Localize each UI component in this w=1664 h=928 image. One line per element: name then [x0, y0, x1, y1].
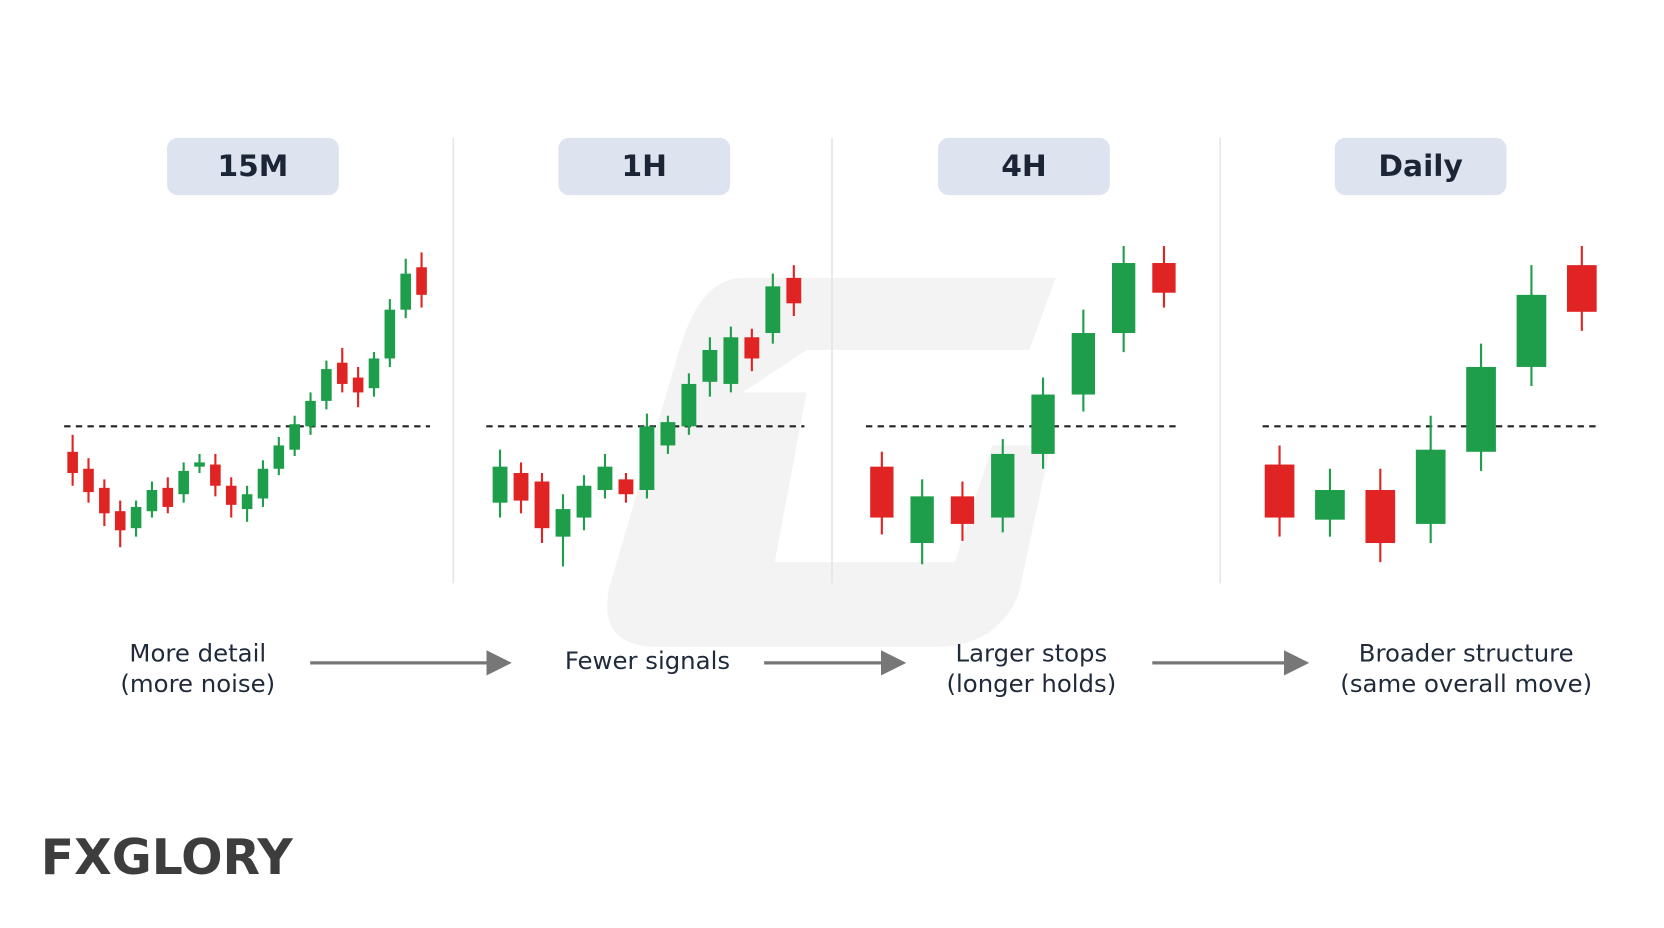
candle-body	[336, 362, 348, 384]
candle-body	[723, 337, 739, 384]
candle-body	[178, 470, 189, 495]
caption: (same overall move)	[1340, 669, 1592, 698]
candle-body	[384, 309, 396, 359]
candle-body	[1111, 263, 1136, 334]
candle-body	[114, 511, 126, 531]
candle-body	[257, 468, 269, 499]
candle-body	[273, 445, 285, 469]
candle-body	[660, 422, 676, 446]
timeframe-pill	[1334, 137, 1507, 196]
candle-body	[576, 485, 592, 518]
candle-body	[225, 485, 237, 505]
candle-body	[289, 424, 300, 450]
candle-body	[1566, 265, 1597, 312]
timeframe-label: 1H	[622, 149, 668, 184]
candle-body	[83, 468, 94, 493]
candle-body	[597, 466, 613, 490]
caption: Larger stops	[956, 638, 1108, 667]
candle-body	[765, 286, 781, 334]
timeframe-pill	[167, 137, 339, 196]
candle-body	[681, 383, 697, 427]
candle-body	[130, 506, 142, 529]
candle-body	[618, 479, 634, 495]
candle-body	[1031, 394, 1055, 454]
candle-body	[1415, 449, 1446, 524]
candle-body	[991, 453, 1015, 518]
candle-body	[1152, 263, 1176, 293]
candle-body	[1516, 294, 1547, 367]
candle-body	[241, 494, 253, 510]
candle-body	[305, 400, 316, 427]
candle-body	[210, 464, 221, 486]
candle-body	[146, 489, 158, 512]
caption: (longer holds)	[947, 669, 1117, 698]
candle-body	[352, 377, 364, 393]
candle-body	[910, 496, 934, 544]
candle-body	[1365, 489, 1396, 544]
candle-body	[368, 358, 380, 389]
caption: (more noise)	[120, 669, 275, 698]
caption: More detail	[129, 638, 266, 667]
candle-body	[162, 487, 174, 507]
candle-body	[950, 496, 975, 524]
logo: FXGLORY	[41, 829, 294, 886]
caption: Broader structure	[1359, 638, 1574, 667]
caption: Fewer signals	[565, 646, 730, 675]
candle-body	[786, 277, 802, 304]
candle-body	[555, 509, 571, 537]
timeframe-label: Daily	[1378, 149, 1462, 184]
candle-body	[534, 481, 550, 529]
candle-body	[744, 337, 760, 359]
timeframe-label: 15M	[217, 149, 288, 184]
candle-body	[702, 349, 718, 382]
candle-body	[492, 466, 508, 503]
candle-body	[1264, 464, 1295, 518]
candle-body	[416, 267, 427, 295]
candle-body	[639, 426, 655, 490]
candle-body	[1315, 489, 1345, 520]
candle-body	[1466, 366, 1496, 452]
timeframe-label: 4H	[1001, 149, 1047, 184]
candle-body	[870, 466, 894, 518]
candle-body	[513, 473, 529, 501]
timeframe-pill	[558, 137, 731, 196]
candle-body	[67, 451, 78, 474]
candle-body	[1071, 333, 1096, 395]
watermark	[607, 277, 1056, 647]
timeframe-pill	[938, 137, 1110, 196]
candle-body	[400, 273, 412, 310]
candle-body	[194, 462, 205, 467]
candle-body	[321, 369, 332, 401]
candle-body	[99, 487, 110, 514]
